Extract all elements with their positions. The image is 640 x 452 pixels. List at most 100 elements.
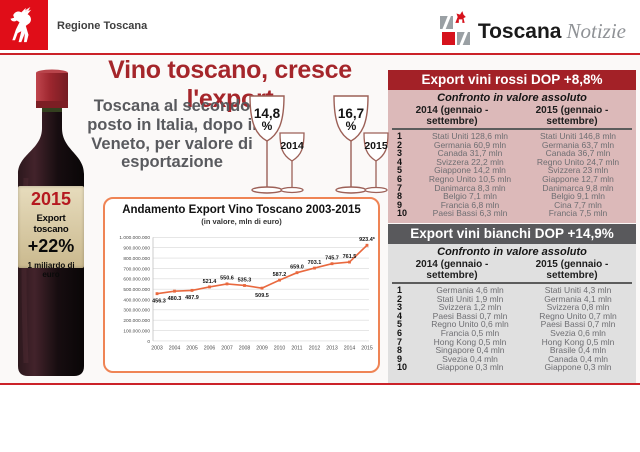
row-value-2014: Belgio 7,1 mln [443, 191, 497, 202]
svg-text:923.4*: 923.4* [359, 237, 376, 243]
row-rank: 7 [397, 336, 403, 347]
row-value-2015: Regno Unito 0,7 mln [539, 310, 617, 321]
svg-text:%: % [262, 119, 273, 133]
row-rank: 4 [397, 156, 403, 167]
row-value-2015: Giappone 0,3 mln [544, 362, 612, 373]
row-value-2015: Canada 0,4 mln [547, 353, 608, 364]
logo-square-gray-bottom [456, 32, 470, 45]
row-rank: 9 [397, 199, 403, 210]
table-row: 2 Germania 60,9 mln Germania 63,7 mln [392, 139, 632, 150]
white-col-2015: 2015 (gennaio - settembre) [535, 259, 609, 281]
svg-text:1.000.000.000: 1.000.000.000 [119, 235, 150, 241]
white-table-rows: 1 Germania 4,6 mln Stati Uniti 4,3 mln 2 Sta… [392, 286, 632, 372]
brand-name-bold: Toscana [477, 20, 562, 43]
market-share-glasses: 14,8 % 2014 16,7 % 2015 [249, 95, 389, 194]
export-line-chart: 0 100.000.000 200.000.000 300.000.000 400.00… [119, 235, 376, 352]
svg-text:2011: 2011 [291, 346, 302, 352]
row-rank: 6 [397, 173, 403, 184]
row-rank: 2 [397, 293, 403, 304]
row-value-2015: Svizzera 23 mln [547, 165, 609, 176]
toscana-notizie-mark-icon [439, 10, 473, 47]
white-table-title: Export vini bianchi DOP +14,9% [388, 224, 636, 244]
svg-text:0: 0 [147, 339, 150, 345]
svg-text:%: % [346, 119, 357, 133]
svg-text:2007: 2007 [221, 346, 233, 352]
chart-subtitle: (in valore, mln di euro) [201, 217, 282, 226]
glass-2015-icon: 16,7 % 2015 [333, 95, 389, 194]
svg-text:500.000.000: 500.000.000 [123, 287, 150, 293]
row-value-2015: Svezia 0,6 mln [550, 327, 606, 338]
svg-text:550.6: 550.6 [220, 276, 234, 282]
svg-text:2014: 2014 [280, 140, 304, 152]
row-value-2014: Germania 4,6 mln [436, 285, 504, 295]
svg-text:2008: 2008 [239, 346, 251, 352]
red-table-rows: 1 Stati Uniti 128,6 mln Stati Uniti 146,8 … [392, 132, 632, 218]
table-row: 4 Paesi Bassi 0,7 mln Regno Unito 0,7 mln [392, 310, 632, 321]
svg-text:456.3: 456.3 [152, 298, 166, 304]
row-rank: 1 [397, 131, 403, 141]
row-value-2014: Canada 31,7 mln [437, 148, 503, 159]
red-horse-icon [455, 11, 466, 23]
regione-toscana-logo [0, 0, 48, 50]
row-value-2014: Danimarca 8,3 mln [434, 182, 506, 193]
row-value-2014: Paesi Bassi 6,3 mln [432, 208, 508, 219]
pegasus-icon [10, 7, 32, 43]
row-value-2014: Francia 6,8 mln [440, 199, 500, 210]
svg-text:400.000.000: 400.000.000 [123, 297, 150, 303]
page-subtitle: Toscana al secondo posto in Italia, dopo… [87, 97, 257, 172]
row-value-2014: Germania 60,9 mln [433, 139, 507, 150]
svg-text:700.000.000: 700.000.000 [123, 266, 150, 272]
glass-2014-icon: 14,8 % 2014 [249, 95, 305, 194]
row-value-2015: Svizzera 0,8 mln [546, 302, 610, 313]
svg-text:2004: 2004 [169, 346, 181, 352]
row-value-2015: Cina 7,7 mln [554, 199, 602, 210]
toscana-notizie-logo: Toscana Notizie [439, 5, 626, 47]
row-value-2015: Stati Uniti 146,8 mln [539, 131, 617, 141]
row-rank: 7 [397, 182, 403, 193]
row-value-2015: Germania 63,7 mln [541, 139, 615, 150]
row-value-2014: Svizzera 1,2 mln [438, 302, 502, 313]
row-rank: 3 [397, 148, 403, 159]
export-trend-chart-panel: Andamento Export Vino Toscano 2003-2015 … [103, 197, 380, 373]
svg-text:2010: 2010 [274, 346, 286, 352]
table-row: 3 Svizzera 1,2 mln Svizzera 0,8 mln [392, 303, 632, 312]
svg-text:521.4: 521.4 [203, 279, 218, 285]
table-row: 1 Stati Uniti 128,6 mln Stati Uniti 146,8 … [392, 132, 632, 141]
row-value-2014: Francia 0,5 mln [440, 327, 500, 338]
brand-name-italic: Notizie [566, 19, 626, 43]
red-table-title: Export vini rossi DOP +8,8% [388, 70, 636, 90]
row-value-2015: Belgio 9,1 mln [551, 191, 605, 202]
svg-text:659.0: 659.0 [290, 264, 304, 270]
svg-text:800.000.000: 800.000.000 [123, 256, 150, 262]
table-row: 6 Regno Unito 10,5 mln Giappone 12,7 mln [392, 175, 632, 184]
table-row: 6 Francia 0,5 mln Svezia 0,6 mln [392, 329, 632, 338]
row-value-2014: Giappone 14,2 mln [434, 165, 506, 176]
svg-text:2009: 2009 [256, 346, 268, 352]
svg-text:2003: 2003 [151, 346, 163, 352]
row-rank: 5 [397, 165, 403, 176]
red-wines-table: Export vini rossi DOP +8,8% Confronto in… [388, 70, 636, 223]
row-value-2014: Singapore 0,4 mln [435, 345, 505, 356]
row-value-2015: Stati Uniti 4,3 mln [544, 285, 612, 295]
bottle-label-line2: +22% [27, 236, 75, 256]
row-value-2014: Svezia 0,4 mln [442, 353, 498, 364]
svg-text:2015: 2015 [364, 140, 388, 152]
svg-text:487.9: 487.9 [185, 295, 199, 301]
table-row: 8 Belgio 7,1 mln Belgio 9,1 mln [392, 192, 632, 201]
table-row: 7 Danimarca 8,3 mln Danimarca 9,8 mln [392, 182, 632, 193]
red-col-2014: 2014 (gennaio - settembre) [415, 105, 489, 127]
header: Regione Toscana Toscana Notizie [0, 0, 640, 53]
white-col-2014: 2014 (gennaio - settembre) [415, 259, 489, 281]
row-value-2015: Paesi Bassi 0,7 mln [540, 319, 616, 330]
bottle-label-line1: Export toscano [33, 213, 69, 235]
svg-text:587.2: 587.2 [273, 272, 287, 278]
svg-text:535.3: 535.3 [238, 277, 252, 283]
row-rank: 2 [397, 139, 403, 150]
row-rank: 5 [397, 319, 403, 330]
row-rank: 9 [397, 353, 403, 364]
row-value-2015: Danimarca 9,8 mln [542, 182, 614, 193]
svg-text:703.1: 703.1 [308, 260, 322, 266]
row-value-2015: Germania 4,1 mln [544, 293, 612, 304]
table-row: 9 Francia 6,8 mln Cina 7,7 mln [392, 199, 632, 210]
table-row: 2 Stati Uniti 1,9 mln Germania 4,1 mln [392, 293, 632, 304]
